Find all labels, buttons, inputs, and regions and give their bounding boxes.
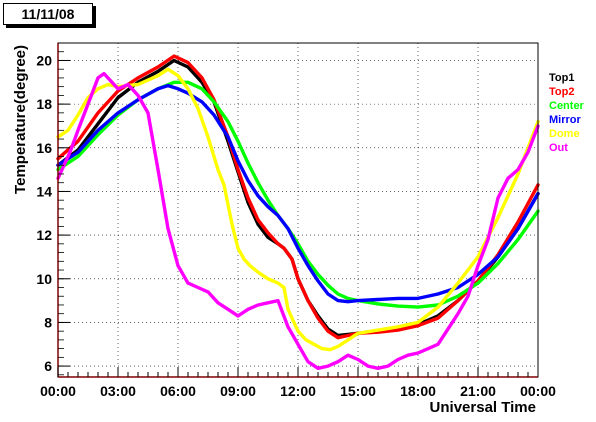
date-label-box: 11/11/08 bbox=[3, 3, 96, 28]
grid bbox=[58, 43, 538, 377]
y-tick-label: 10 bbox=[36, 271, 52, 287]
y-tick-label: 18 bbox=[36, 96, 52, 112]
series-mirror bbox=[56, 83, 540, 304]
series-top2 bbox=[56, 54, 540, 340]
legend-entry-mirror: Mirror bbox=[549, 114, 582, 126]
legend-entry-out: Out bbox=[549, 142, 568, 154]
y-tick-label: 8 bbox=[44, 314, 52, 330]
x-tick-label: 21:00 bbox=[460, 383, 496, 399]
x-tick-label: 09:00 bbox=[220, 383, 256, 399]
legend-entry-center: Center bbox=[549, 100, 585, 112]
plot-frame bbox=[57, 42, 539, 378]
x-tick-label: 15:00 bbox=[340, 383, 376, 399]
legend-entry-top1: Top1 bbox=[549, 72, 574, 84]
x-tick-label: 00:00 bbox=[520, 383, 556, 399]
x-tick-label: 18:00 bbox=[400, 383, 436, 399]
y-tick-label: 20 bbox=[36, 52, 52, 68]
legend-entry-top2: Top2 bbox=[549, 86, 574, 98]
y-axis-title: Temperature(degree) bbox=[12, 45, 29, 194]
ticks: 00:00 03:00 06:00 09:00 12:00 15:00 18:00 21:00… bbox=[36, 42, 556, 399]
x-tick-label: 03:00 bbox=[100, 383, 136, 399]
y-tick-label: 6 bbox=[44, 358, 52, 374]
y-tick-label: 16 bbox=[36, 140, 52, 156]
y-tick-label: 12 bbox=[36, 227, 52, 243]
date-label: 11/11/08 bbox=[3, 3, 93, 25]
series-layer bbox=[56, 54, 540, 370]
legend-entry-dome: Dome bbox=[549, 128, 580, 140]
x-axis-title: Universal Time bbox=[430, 399, 536, 416]
x-tick-label: 06:00 bbox=[160, 383, 196, 399]
legend: Top1 Top2 Center Mirror Dome Out bbox=[549, 72, 585, 154]
x-tick-label: 12:00 bbox=[280, 383, 316, 399]
series-dome bbox=[56, 67, 540, 352]
y-tick-label: 14 bbox=[36, 183, 52, 199]
x-tick-label: 00:00 bbox=[40, 383, 76, 399]
series-out bbox=[56, 71, 540, 370]
